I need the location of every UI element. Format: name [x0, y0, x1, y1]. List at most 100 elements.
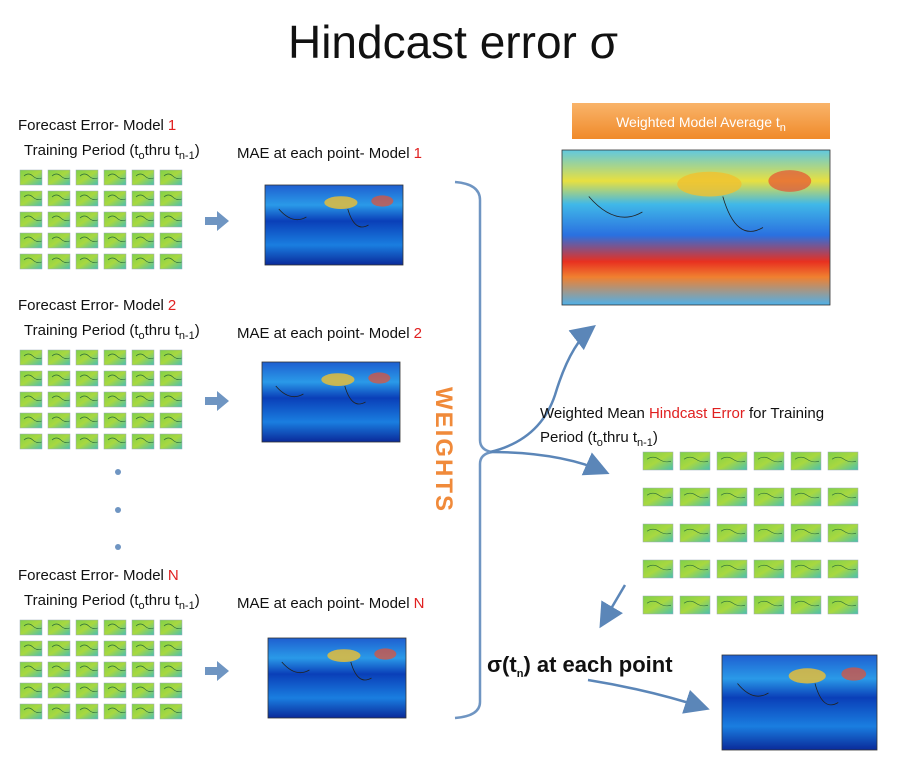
block-arrow	[205, 211, 229, 231]
thumbnail	[76, 683, 98, 698]
text-sub: n-1	[179, 600, 195, 612]
thumbnail	[48, 371, 70, 386]
thumbnail	[132, 704, 154, 719]
thumbnail	[132, 434, 154, 449]
thumbnail	[104, 641, 126, 656]
thumbnail	[132, 350, 154, 365]
text-part: MAE at each point- Model	[237, 325, 410, 342]
thumbnail	[20, 212, 42, 227]
thumbnail	[160, 212, 182, 227]
thumbnail	[20, 641, 42, 656]
thumbnail	[132, 170, 154, 185]
block-arrow	[205, 661, 229, 681]
thumbnail	[791, 524, 821, 542]
text-part: thru t	[603, 429, 638, 446]
thumbnail	[104, 413, 126, 428]
thumbnail	[104, 620, 126, 635]
thumbnail	[132, 683, 154, 698]
text-part: Training Period (t	[24, 142, 139, 159]
text-part: for Training	[745, 405, 824, 422]
text-part: thru t	[145, 142, 180, 159]
thumbnail	[48, 620, 70, 635]
thumbnail	[160, 254, 182, 269]
thumbnail	[160, 392, 182, 407]
arrow	[588, 680, 705, 708]
thumbnail	[20, 191, 42, 206]
thumbnail	[76, 392, 98, 407]
thumbnail	[680, 560, 710, 578]
forecast-label: Forecast Error- Model1	[18, 117, 176, 134]
thumbnail	[643, 452, 673, 470]
thumbnail	[643, 488, 673, 506]
thumbnail	[76, 371, 98, 386]
diagram: Hindcast error σ WEIGHTS Weighted Model …	[0, 0, 907, 767]
thumbnail	[160, 641, 182, 656]
thumbnail	[791, 560, 821, 578]
thumbnail	[20, 662, 42, 677]
text-part: Forecast Error- Model	[18, 567, 164, 584]
weighted-mean-line2: Period (tothru tn-1)	[540, 429, 658, 449]
map-blob	[321, 373, 354, 386]
thumbnail	[132, 641, 154, 656]
thumbnail	[76, 212, 98, 227]
thumbnail	[48, 641, 70, 656]
thumbnail	[104, 662, 126, 677]
thumbnail	[104, 371, 126, 386]
map-blob	[789, 668, 826, 683]
text-part: thru t	[145, 322, 180, 339]
weights-label: WEIGHTS	[430, 387, 457, 513]
thumbnail	[48, 191, 70, 206]
thumbnail	[48, 704, 70, 719]
arrow	[490, 452, 605, 472]
model-number: 2	[414, 325, 422, 342]
block-arrow	[205, 391, 229, 411]
thumbnail	[680, 524, 710, 542]
thumbnail	[20, 413, 42, 428]
thumbnail	[104, 683, 126, 698]
text-part: ) at each point	[523, 652, 673, 677]
brace	[455, 182, 492, 718]
thumbnail	[132, 413, 154, 428]
thumbnail	[76, 233, 98, 248]
thumbnail	[76, 620, 98, 635]
thumbnail	[48, 170, 70, 185]
model-number: 1	[168, 117, 176, 134]
thumbnail	[48, 662, 70, 677]
thumbnail	[20, 371, 42, 386]
thumbnail	[76, 350, 98, 365]
thumbnail	[48, 212, 70, 227]
thumbnail	[643, 560, 673, 578]
thumbnail	[754, 524, 784, 542]
text-part: thru t	[145, 592, 180, 609]
thumbnail	[20, 620, 42, 635]
thumbnail	[754, 596, 784, 614]
thumbnail	[20, 233, 42, 248]
thumbnail	[160, 704, 182, 719]
map-blob	[768, 170, 811, 192]
thumbnail	[104, 434, 126, 449]
dot	[115, 469, 121, 475]
thumbnail	[20, 170, 42, 185]
thumbnail	[160, 371, 182, 386]
thumbnail	[76, 254, 98, 269]
thumbnail	[717, 596, 747, 614]
map-blob	[677, 172, 741, 197]
thumbnail	[754, 452, 784, 470]
title: Hindcast error σ	[288, 16, 618, 68]
thumbnail	[717, 488, 747, 506]
map-blob	[841, 667, 866, 680]
thumbnail	[160, 350, 182, 365]
banner-part: Weighted Model Average t	[616, 114, 780, 130]
thumbnail	[76, 191, 98, 206]
dot	[115, 507, 121, 513]
thumbnail	[680, 452, 710, 470]
text-part: Weighted Mean	[540, 405, 649, 422]
thumbnail	[828, 452, 858, 470]
thumbnail	[717, 524, 747, 542]
thumbnail	[132, 662, 154, 677]
text-part: MAE at each point- Model	[237, 145, 410, 162]
thumbnail	[104, 212, 126, 227]
text-part: )	[653, 429, 658, 446]
